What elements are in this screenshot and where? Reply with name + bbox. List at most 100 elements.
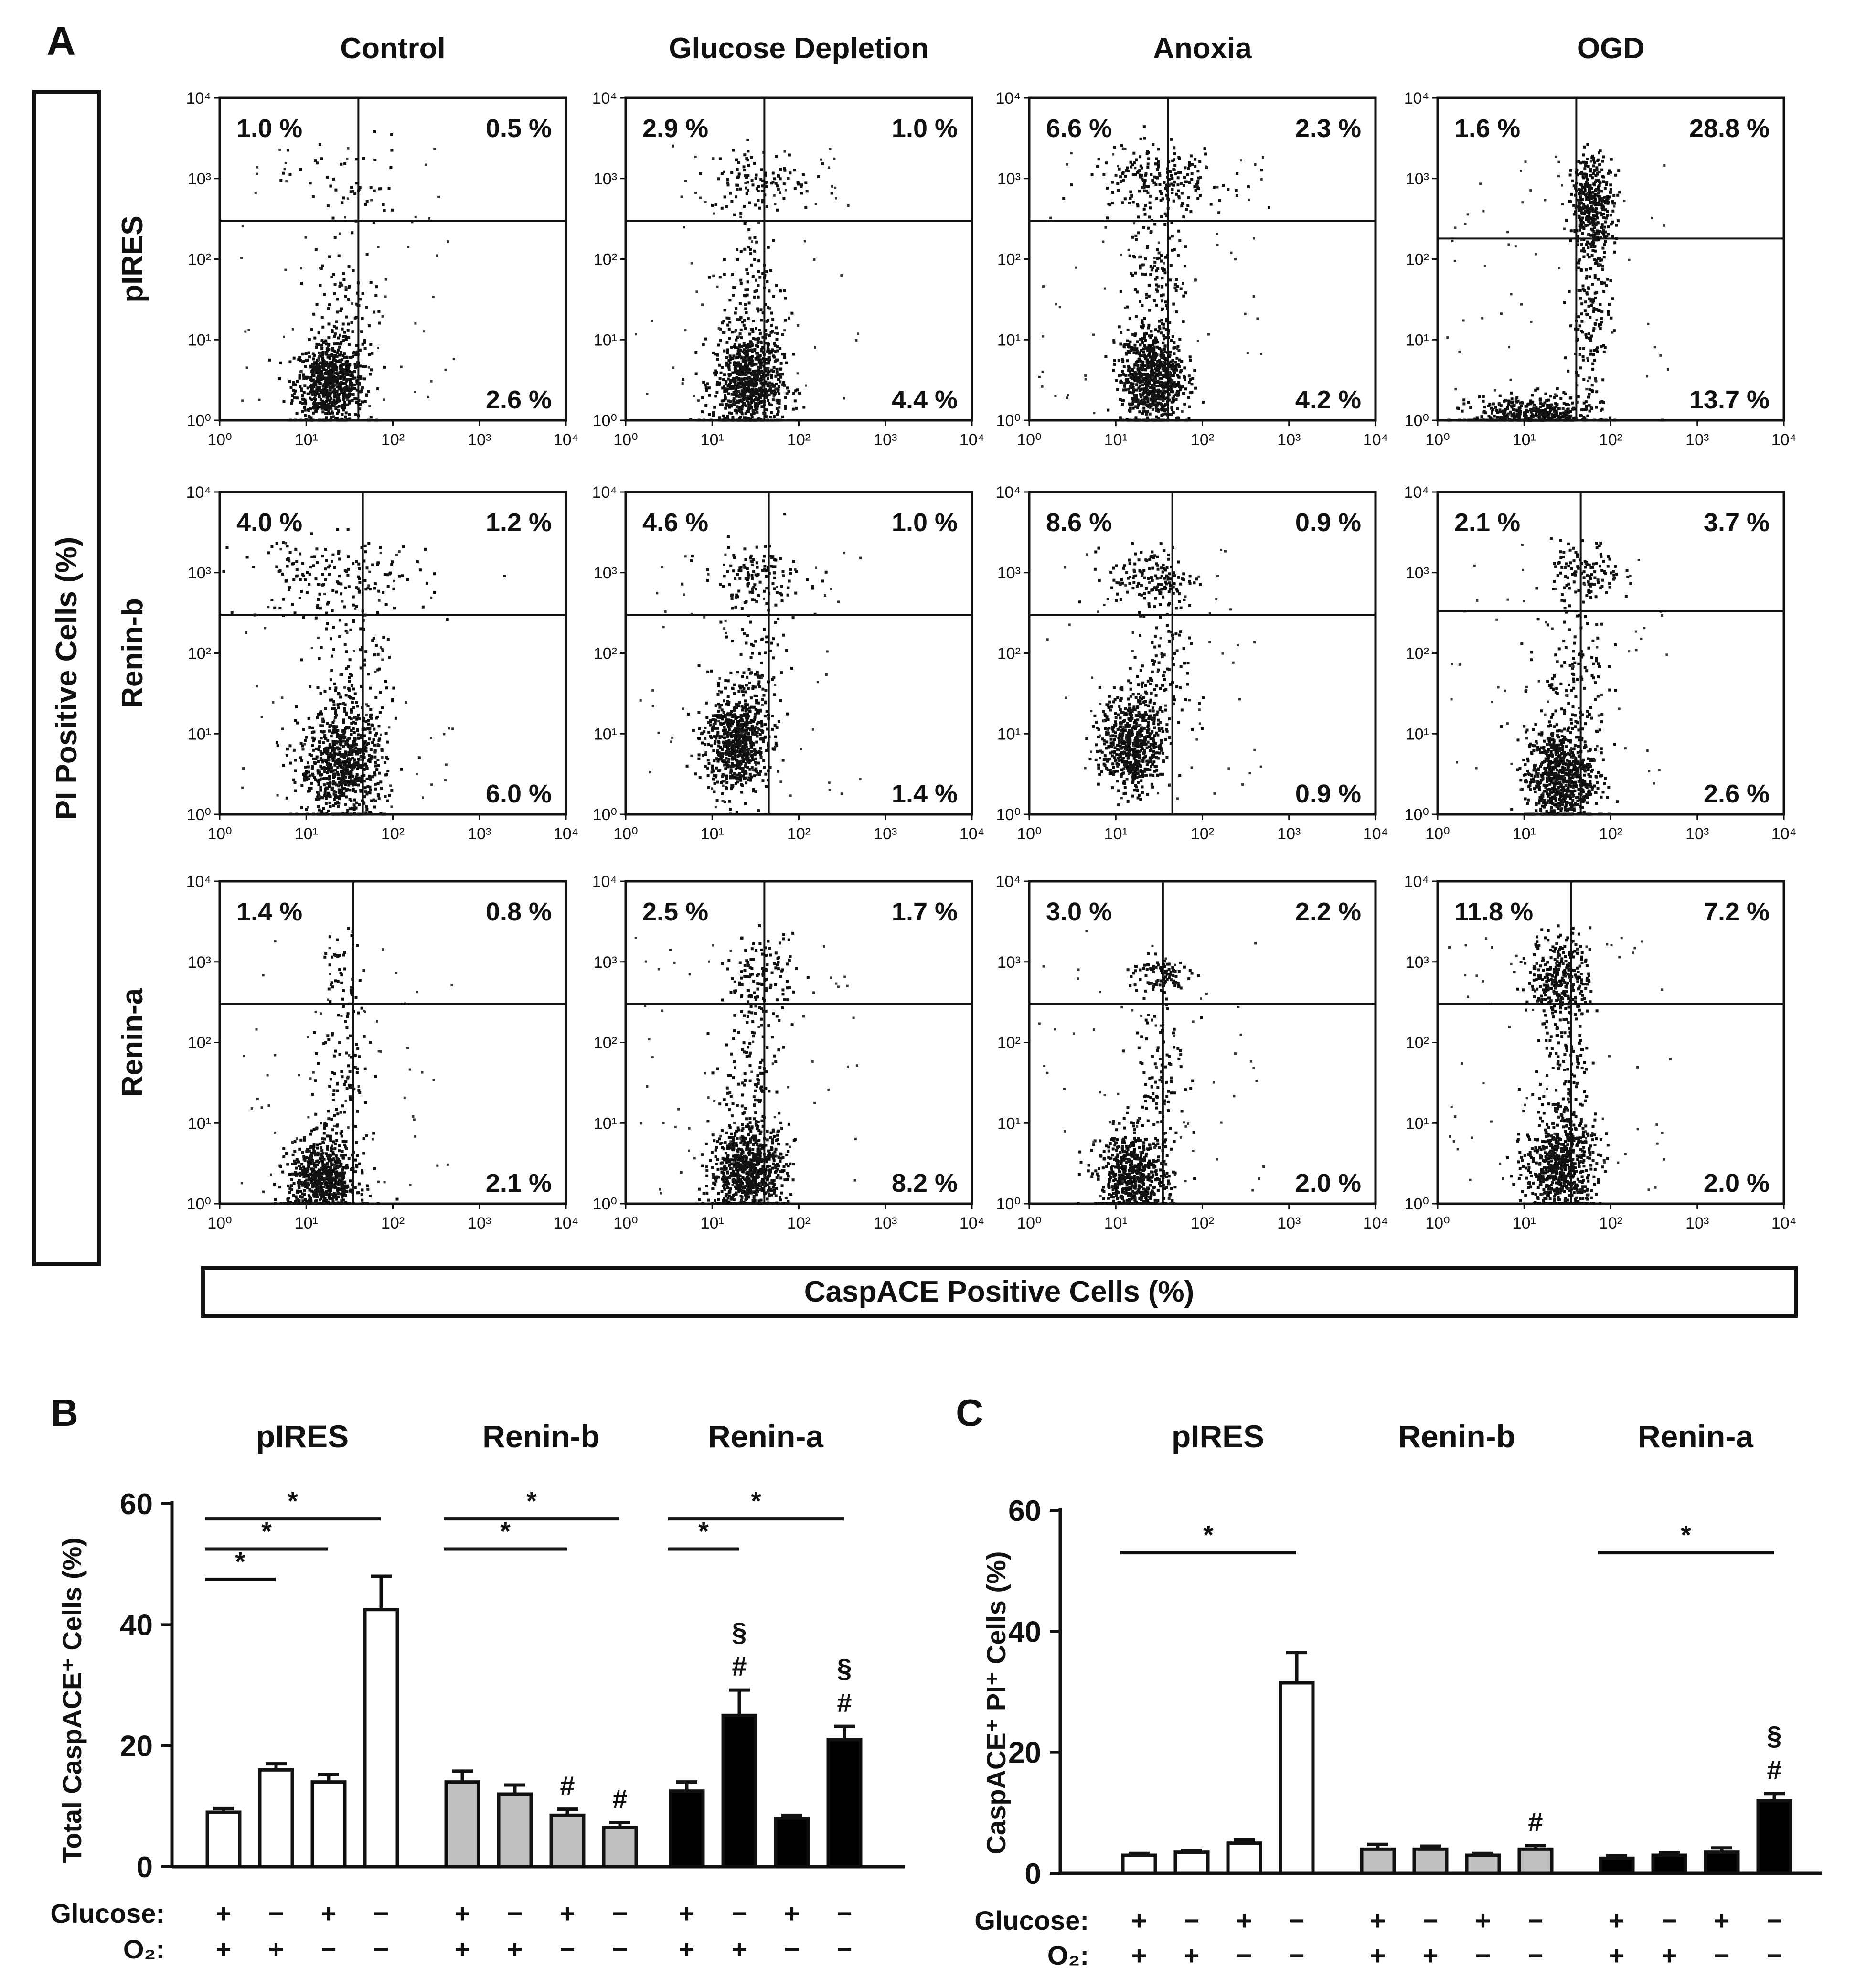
event-dot — [770, 390, 774, 393]
event-dot — [1143, 374, 1146, 376]
event-dot — [1135, 388, 1138, 392]
event-dot — [299, 385, 302, 388]
event-dot — [752, 337, 755, 340]
event-dot — [1601, 197, 1604, 200]
event-dot — [803, 240, 806, 243]
event-dot — [323, 777, 326, 780]
event-dot — [348, 399, 352, 403]
event-dot — [1152, 339, 1155, 342]
event-dot — [324, 386, 327, 389]
event-dot — [335, 320, 338, 323]
event-dot — [1160, 319, 1163, 322]
event-dot — [337, 405, 341, 408]
event-dot — [325, 418, 328, 422]
event-dot — [1127, 169, 1130, 172]
event-dot — [760, 375, 764, 378]
event-dot — [345, 418, 349, 421]
event-dot — [1177, 363, 1180, 366]
event-dot — [1607, 225, 1610, 229]
event-dot — [1102, 173, 1106, 176]
event-dot — [301, 410, 304, 413]
event-dot — [1161, 367, 1164, 370]
event-dot — [333, 363, 337, 366]
event-dot — [358, 186, 362, 189]
event-dot — [1535, 406, 1538, 409]
event-dot — [727, 392, 730, 395]
event-dot — [727, 418, 731, 422]
quadrant-upper-right: 28.8 % — [1689, 114, 1770, 143]
event-dot — [342, 794, 345, 797]
event-dot — [784, 189, 787, 192]
quadrant-lower-right: 2.6 % — [486, 385, 552, 414]
event-dot — [757, 185, 760, 188]
event-dot — [318, 385, 321, 389]
event-dot — [1148, 352, 1151, 355]
event-dot — [746, 357, 748, 360]
event-dot — [1184, 265, 1187, 268]
event-dot — [1216, 186, 1219, 189]
event-dot — [1161, 377, 1164, 380]
event-dot — [1161, 322, 1163, 325]
event-dot — [737, 161, 740, 164]
event-dot — [1158, 327, 1162, 330]
event-dot — [1195, 183, 1198, 186]
y-tick-label: 10³ — [997, 170, 1021, 188]
event-dot — [345, 385, 349, 388]
event-dot — [1144, 273, 1147, 276]
event-dot — [1601, 199, 1604, 203]
event-dot — [1111, 202, 1114, 205]
event-dot — [1041, 385, 1044, 388]
event-dot — [1559, 415, 1562, 418]
event-dot — [359, 403, 362, 406]
event-dot — [360, 774, 363, 778]
event-dot — [757, 398, 760, 402]
event-dot — [304, 765, 307, 769]
event-dot — [1588, 194, 1591, 198]
event-dot — [1151, 266, 1154, 269]
event-dot — [1596, 235, 1599, 239]
event-dot — [1573, 230, 1577, 234]
event-dot — [1108, 203, 1111, 207]
event-dot — [1130, 346, 1133, 349]
event-dot — [382, 203, 385, 206]
event-dot — [1117, 189, 1120, 192]
event-dot — [792, 353, 795, 356]
event-dot — [1139, 137, 1142, 140]
event-dot — [1666, 368, 1669, 371]
event-dot — [1145, 293, 1148, 296]
event-dot — [1592, 233, 1595, 236]
event-dot — [321, 325, 325, 329]
event-dot — [1555, 418, 1557, 422]
event-dot — [778, 406, 781, 409]
event-dot — [1179, 388, 1182, 392]
event-dot — [1169, 264, 1173, 267]
event-dot — [1161, 277, 1164, 280]
event-dot — [734, 346, 737, 349]
event-dot — [1165, 214, 1168, 217]
event-dot — [384, 773, 387, 777]
event-dot — [345, 315, 348, 319]
event-dot — [355, 401, 358, 404]
event-dot — [745, 186, 747, 190]
event-dot — [303, 408, 307, 412]
event-dot — [1176, 374, 1179, 377]
event-dot — [1140, 174, 1143, 177]
event-dot — [1135, 373, 1138, 376]
event-dot — [328, 778, 331, 781]
event-dot — [1260, 353, 1263, 355]
event-dot — [746, 351, 749, 354]
event-dot — [1542, 411, 1546, 415]
event-dot — [1495, 409, 1498, 412]
event-dot — [328, 744, 331, 748]
event-dot — [363, 339, 366, 342]
event-dot — [723, 387, 726, 390]
event-dot — [1592, 241, 1595, 245]
event-dot — [321, 363, 324, 366]
event-dot — [1153, 358, 1156, 361]
event-dot — [288, 744, 292, 748]
event-dot — [334, 769, 337, 772]
y-tick-label: 10¹ — [997, 331, 1021, 349]
event-dot — [1597, 263, 1600, 266]
event-dot — [1588, 376, 1591, 380]
event-dot — [1562, 391, 1566, 394]
